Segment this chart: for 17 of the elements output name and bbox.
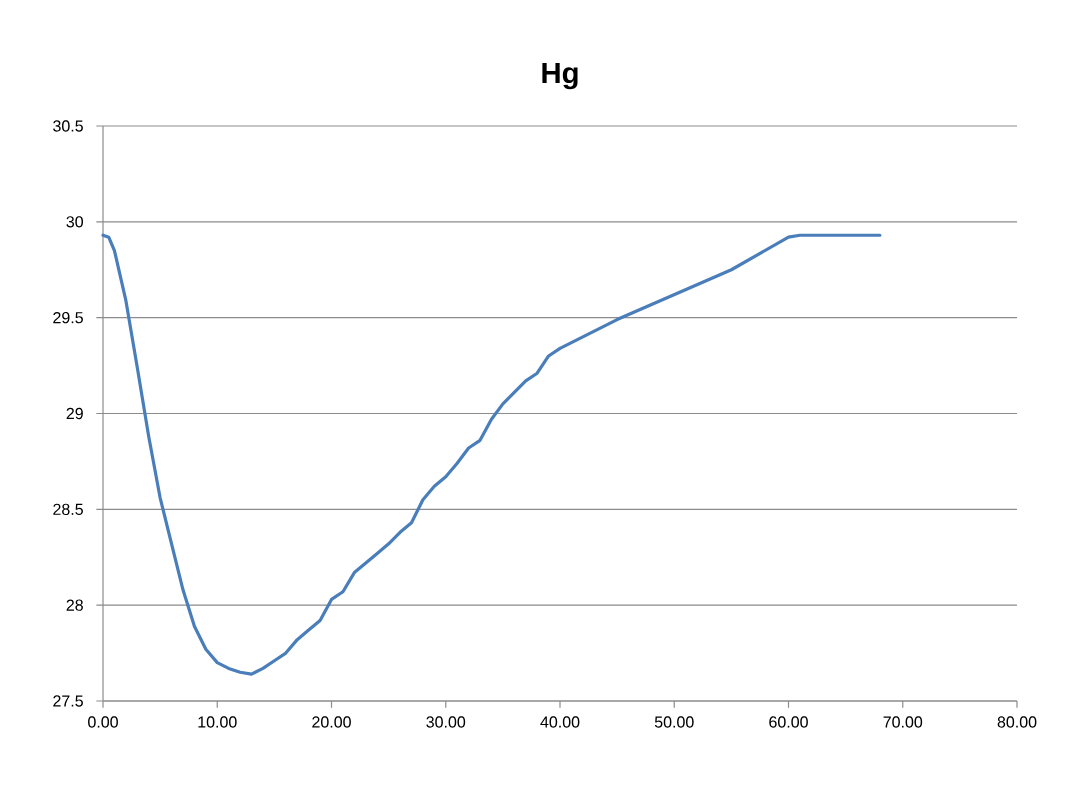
x-tick-label: 70.00 [883, 716, 923, 728]
x-tick-label: 40.00 [540, 716, 580, 728]
x-tick-label: 60.00 [769, 716, 808, 728]
chart-title: Hg [542, 62, 578, 90]
y-tick-label: 29.5 [53, 312, 83, 324]
x-tick-label: 0.00 [88, 716, 118, 728]
y-tick-label: 27.5 [53, 695, 83, 707]
x-tick-label: 50.00 [654, 716, 694, 728]
x-tick-label: 10.00 [198, 716, 237, 728]
x-tick-label: 80.00 [997, 716, 1037, 728]
y-tick-label: 28 [66, 599, 83, 611]
x-tick-label: 30.00 [426, 716, 466, 728]
y-tick-label: 28.5 [53, 503, 83, 515]
x-tick-label: 20.00 [312, 716, 351, 728]
y-tick-label: 29 [66, 407, 83, 420]
y-tick-label: 30.5 [53, 120, 83, 132]
y-tick-label: 30 [66, 216, 84, 228]
